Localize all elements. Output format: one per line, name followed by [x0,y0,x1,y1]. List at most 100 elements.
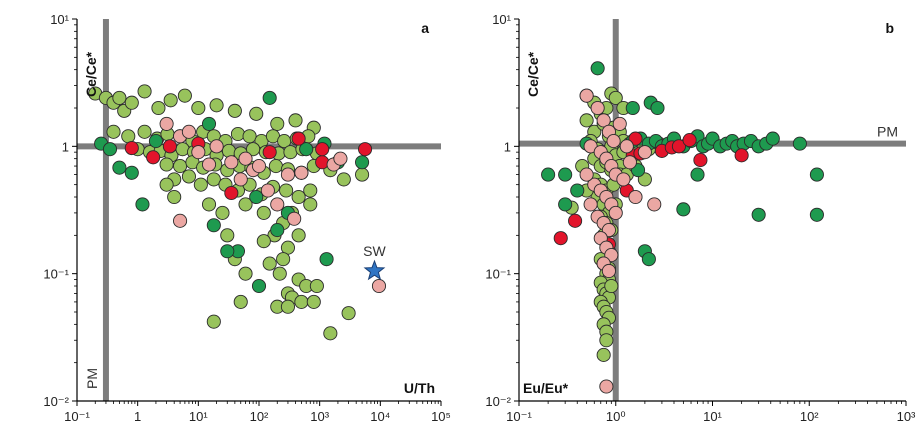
panel-a-point-red [146,150,161,165]
panel-b-y-axis-label: Ce/Ce* [525,51,541,97]
panel-b-point-pale-green [596,347,611,362]
panel-b-point-dark-green [809,167,824,182]
panel-a-point-pale-green [303,197,318,212]
panel-a-point-pale-green [303,183,318,198]
panel-a-x-tick-label: 1 [134,409,141,424]
panel-b-point-pink [579,88,594,103]
panel-b-point-red [671,139,686,154]
panel-b-y-tick-label: 10⁻² [485,394,511,409]
panel-a-y-tick-label: 10¹ [50,12,69,27]
panel-a-x-tick-label: 10² [250,409,269,424]
panel-a-point-pale-green [279,183,294,198]
panel-a-point-pale-green [280,299,295,314]
panel-a-point-pink [251,159,267,174]
panel-a-point-pale-green [201,197,217,212]
panel-a-point-pale-green [121,129,136,144]
panel-b-point-pink [579,167,594,182]
panel-b-point-pink [637,145,652,160]
panel-a-x-tick-label: 10¹ [189,409,208,424]
panel-a-point-pale-green [193,177,208,192]
panel-a-point-pink [371,278,387,294]
panel-b-point-pink [628,189,643,205]
panel-a-point-pink [333,151,348,166]
panel-a-point-pale-green [256,205,271,220]
panel-a-point-pink [233,172,248,187]
panel-b-point-dark-green [809,207,824,222]
panel-b-x-tick-label: 10² [800,409,819,424]
panel-a-point-pale-green [191,100,206,116]
panel-b-x-tick-label: 10¹ [703,409,722,424]
panel-a-point-pink [209,139,224,154]
panel-b-point-dark-green [541,167,556,182]
panel-a-point-pale-green [233,294,248,309]
panel-a-point-pale-green [137,84,152,99]
panel-b-point-red [682,133,697,148]
panel-b-point-pink [583,197,598,212]
panel-b-point-pink [616,172,631,187]
panel-b-point-pink [606,134,621,149]
panel-a-x-axis-label: U/Th [404,380,435,396]
panel-b-point-pink [619,139,634,154]
panel-a-point-pink [260,183,275,198]
panel-a-point-dark-green [135,197,150,212]
panel-a-point-pale-green [288,113,303,128]
panel-b-y-tick-label: 10¹ [492,12,511,27]
panel-a-ref-line-label: PM [84,368,100,389]
panel-b-point-pink [590,100,605,116]
panel-a-point-pale-green [159,157,174,172]
panel-a-point-pale-green [227,103,242,118]
panel-a-y-tick-label: 1 [62,139,69,154]
panel-a-point-dark-green [220,244,235,259]
panel-a-point-red [124,140,139,156]
panel-a-point-pale-green [173,159,188,174]
panel-b-point-pink [599,379,614,394]
panel-a-point-dark-green [102,142,118,157]
panel-b-point-pale-green [579,113,594,128]
panel-b-point-red [693,153,708,168]
panel-b-ref-line-label: PM [877,124,898,140]
panel-a-point-dark-green [124,165,139,180]
panel-a-point-pale-green [309,278,324,294]
panel-a-point-dark-green [299,142,314,157]
panel-b-point-red [568,213,583,228]
panel-a-point-pale-green [276,252,291,267]
panel-b-x-axis-label: Eu/Eu* [523,380,569,396]
panel-a-point-pink [173,213,188,228]
panel-b-point-pink [596,113,611,128]
panel-b-point-dark-green [650,100,665,116]
panel-a-point-pink [280,167,295,182]
panel-b-point-pink [647,197,662,212]
panel-b-point-dark-green [625,100,640,116]
panel-b-x-tick-label: 10⁰ [606,409,626,424]
panel-a-point-pale-green [249,106,264,121]
panel-a-point-dark-green [148,134,163,149]
panel-b-y-tick-label: 1 [504,139,511,154]
panel-a-point-pale-green [341,306,356,321]
panel-a-point-pink [181,124,196,139]
panel-b-x-tick-label: 10⁻¹ [506,409,532,424]
panel-a-y-tick-label: 10⁻¹ [43,267,69,282]
panel-b-point-dark-green [641,252,656,267]
panel-b-point-dark-green [558,197,573,212]
panel-b-point-dark-green [570,183,585,198]
panel-b-point-pale-green [599,333,614,348]
panel-a-point-pink [294,165,309,180]
panel-a-point-dark-green [201,116,217,131]
panel-a-point-pale-green [291,228,306,243]
panel-b-point-pale-green [608,90,623,105]
panel-b-point-pink [612,116,627,131]
panel-a-x-tick-label: 10³ [310,409,329,424]
panel-a-point-pale-green [256,234,271,249]
panel-a-point-pale-green [137,124,152,139]
panel-a-point-pale-green [306,294,321,309]
panel-a-point-pale-green [262,256,277,271]
panel-a-point-pale-green [323,326,338,341]
panel-a-point-pale-green [283,145,298,160]
panel-a-point-dark-green [251,278,267,294]
panel-b-point-dark-green [751,207,766,222]
panel-a-point-red [262,145,277,160]
panel-a-point-red [358,142,373,157]
panel-b-point-dark-green [690,167,705,182]
panel-a-point-pale-green [268,159,283,174]
